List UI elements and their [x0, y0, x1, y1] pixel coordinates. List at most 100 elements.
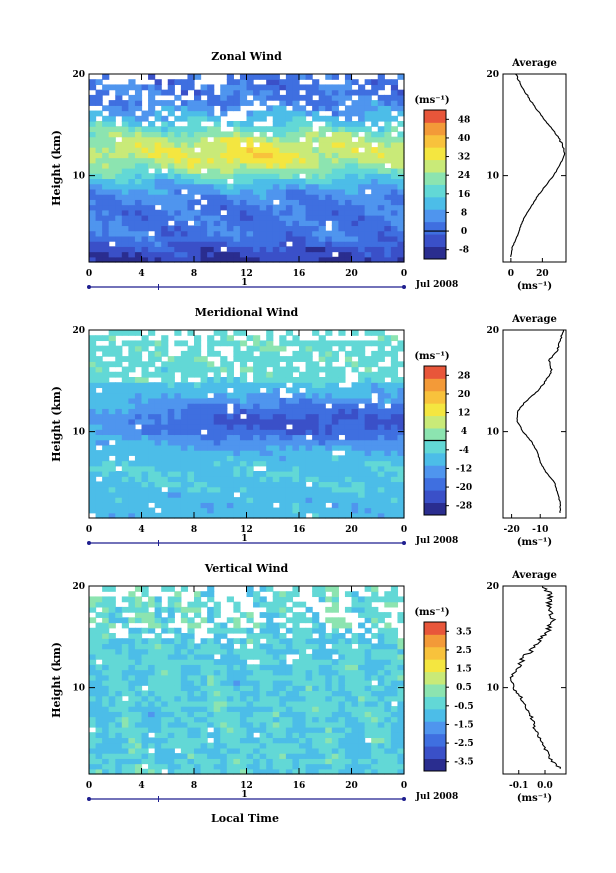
heatmap-cell [351, 732, 359, 739]
heatmap-cell [371, 622, 379, 629]
heatmap-cell [358, 152, 366, 159]
heatmap-cell [233, 706, 241, 712]
heatmap-cell [384, 471, 392, 477]
heatmap-cell [390, 753, 399, 759]
heatmap-cell [279, 397, 287, 404]
heatmap-cell [134, 350, 143, 357]
heatmap-cell [213, 188, 221, 195]
heatmap-cell [351, 716, 359, 723]
heatmap-cell [377, 204, 385, 211]
heatmap-cell [318, 89, 326, 96]
heatmap-cell [121, 235, 129, 242]
heatmap-cell [161, 141, 169, 148]
heatmap-cell [384, 690, 392, 697]
colorbar-segment [424, 696, 446, 710]
heatmap-cell [121, 136, 129, 143]
heatmap-cell [246, 408, 254, 415]
heatmap-cell [102, 732, 110, 739]
heatmap-cell [377, 371, 385, 378]
heatmap-cell [187, 491, 195, 498]
heatmap-cell [305, 251, 313, 258]
heatmap-cell [305, 450, 313, 456]
heatmap-cell [128, 664, 136, 671]
heatmap-cell [154, 653, 162, 660]
heatmap-cell [141, 669, 149, 676]
heatmap-cell [213, 141, 221, 148]
heatmap-cell [312, 408, 320, 415]
heatmap-cell [167, 512, 175, 519]
x-tick-label: 8 [191, 269, 197, 279]
heatmap-cell [253, 89, 261, 96]
heatmap-cell [384, 455, 392, 462]
heatmap-cell [194, 591, 202, 598]
heatmap-cell [390, 439, 399, 446]
heatmap-cell [272, 162, 280, 169]
heatmap-cell [233, 716, 241, 723]
heatmap-cell [108, 418, 116, 425]
heatmap-cell [167, 168, 175, 174]
day-label: 1 [241, 278, 247, 288]
heatmap-cell [180, 716, 189, 723]
heatmap-cell [364, 596, 372, 603]
heatmap-cell [95, 758, 103, 765]
heatmap-cell [272, 680, 280, 686]
heatmap-cell [226, 246, 234, 253]
heatmap-cell [305, 491, 313, 498]
heatmap-cell [318, 136, 326, 143]
heatmap-cell [384, 680, 392, 686]
heatmap-cell [161, 732, 169, 739]
heatmap-cell [174, 162, 182, 169]
heatmap-cell [115, 345, 123, 352]
heatmap-cell [279, 444, 287, 451]
heatmap-cell [161, 382, 169, 389]
heatmap-cell [266, 732, 274, 739]
heatmap-cell [266, 711, 274, 718]
heatmap-cell [331, 586, 339, 592]
heatmap-cell [253, 241, 261, 247]
heatmap-cell [351, 653, 359, 660]
heatmap-cell [108, 152, 116, 159]
heatmap-cell [180, 366, 189, 373]
heatmap-cell [194, 178, 202, 185]
heatmap-cell [226, 225, 234, 232]
heatmap-cell [299, 706, 307, 712]
heatmap-cell [89, 168, 97, 174]
heatmap-cell [180, 418, 189, 425]
heatmap-cell [377, 340, 385, 347]
heatmap-cell [344, 768, 353, 775]
heatmap-cell [259, 664, 267, 671]
heatmap-cell [167, 230, 175, 237]
heatmap-cell [128, 413, 136, 420]
heatmap-cell [331, 460, 339, 467]
heatmap-cell [351, 126, 359, 133]
heatmap-cell [377, 162, 385, 169]
heatmap-cell [266, 612, 274, 618]
heatmap-cell [272, 486, 280, 493]
y-axis-label: Height (km) [50, 642, 63, 718]
heatmap-cell [95, 434, 103, 441]
heatmap-cell [187, 131, 195, 138]
heatmap-cell [377, 136, 385, 143]
heatmap-cell [266, 497, 274, 503]
heatmap-cell [272, 204, 280, 211]
heatmap-cell [331, 188, 339, 195]
colorbar-tick-label: -1.5 [454, 720, 473, 730]
heatmap-cell [128, 476, 136, 483]
heatmap-cell [351, 424, 359, 430]
heatmap-cell [141, 486, 149, 493]
heatmap-cell [95, 110, 103, 117]
heatmap-cell [318, 147, 326, 153]
heatmap-cell [292, 418, 300, 425]
heatmap-cell [220, 168, 228, 174]
heatmap-cell [331, 235, 339, 242]
heatmap-cell [299, 220, 307, 227]
heatmap-cell [377, 700, 385, 707]
heatmap-cell [121, 481, 129, 488]
heatmap-cell [377, 716, 385, 723]
heatmap-cell [141, 643, 149, 650]
heatmap-cell [358, 105, 366, 112]
heatmap-cell [331, 502, 339, 509]
heatmap-cell [305, 695, 313, 702]
heatmap-cell [161, 455, 169, 462]
heatmap-cell [187, 350, 195, 357]
